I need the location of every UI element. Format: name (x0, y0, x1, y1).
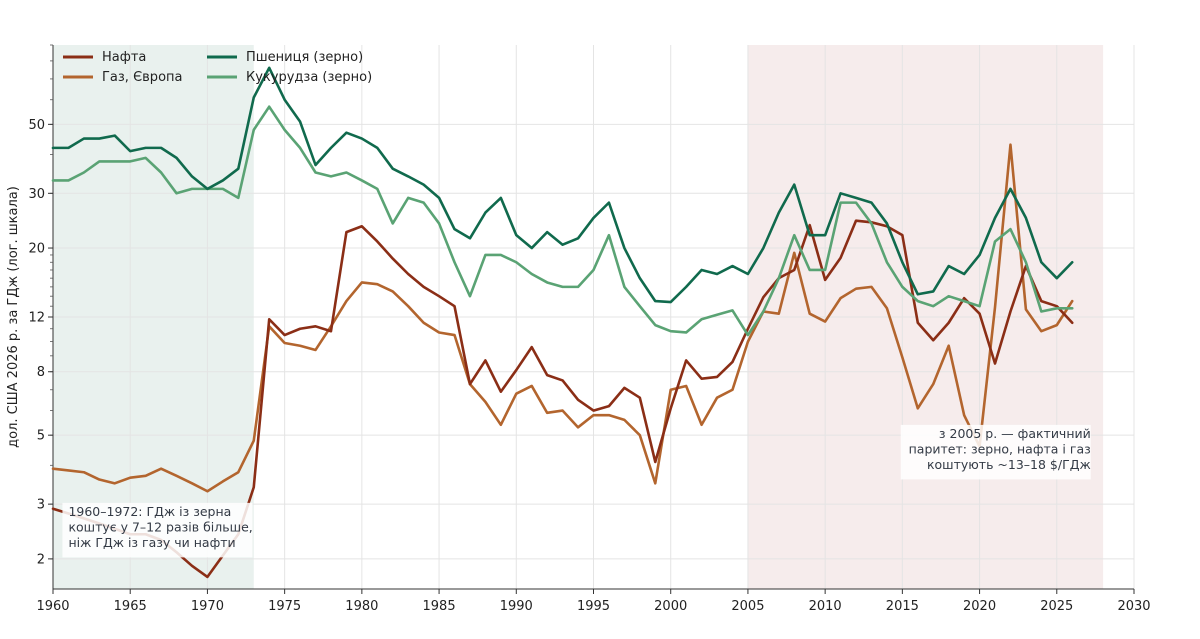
x-tick-label: 2000 (654, 599, 687, 614)
series-lines (51, 66, 1074, 579)
y-tick-label: 8 (37, 365, 45, 380)
annotation-box-late (900, 424, 1091, 480)
x-tick-label: 2015 (886, 599, 919, 614)
x-tick-label: 2020 (963, 599, 996, 614)
x-tick-label: 1990 (500, 599, 533, 614)
y-tick-label: 12 (28, 311, 45, 326)
legend-label: Кукурудза (зерно) (246, 70, 372, 85)
legend-label: Нафта (102, 50, 146, 65)
series-line-4 (51, 105, 1074, 337)
x-tick-label: 1970 (191, 599, 224, 614)
legend-label: Газ, Європа (102, 70, 182, 85)
annotation-line: ніж ГДж із газу чи нафти (68, 535, 235, 550)
y-tick-label: 50 (28, 118, 45, 133)
annotation-line: коштує у 7–12 разів більше, (68, 519, 252, 534)
x-tick-label: 1975 (268, 599, 301, 614)
y-tick-label: 5 (37, 429, 45, 444)
x-tick-label: 1960 (36, 599, 69, 614)
series-line-3 (51, 66, 1074, 304)
annotation-line: паритет: зерно, нафта і газ (909, 441, 1091, 456)
annotation-line: коштують ~13–18 $/ГДж (927, 457, 1091, 472)
x-tick-label: 2005 (731, 599, 764, 614)
annotation-line: з 2005 р. — фактичний (939, 426, 1091, 441)
axes: 1960 1965 1970 1975 1980 1985 1990 1995 2000 2005… (28, 44, 1151, 614)
y-tick-label: 20 (28, 242, 45, 257)
y-tick-label: 2 (37, 552, 45, 567)
y-tick-label: 3 (37, 498, 45, 513)
x-tick-label: 2030 (1117, 599, 1150, 614)
annotation-line: 1960–1972: ГДж із зерна (68, 504, 231, 519)
x-tick-label: 1995 (577, 599, 610, 614)
grid-lines (52, 45, 1135, 589)
x-tick-label: 1980 (345, 599, 378, 614)
x-tick-label: 2010 (809, 599, 842, 614)
x-tick-label: 1965 (114, 599, 147, 614)
y-tick-label: 30 (28, 187, 45, 202)
legend: Нафта Газ, Європа Пшениця (зерно) Кукурудза… (63, 50, 372, 85)
x-tick-label: 1985 (423, 599, 456, 614)
y-axis-title: дол. США 2026 р. за ГДж (лог. шкала) (6, 186, 21, 448)
x-tick-label: 2025 (1040, 599, 1073, 614)
annotation-box-early (62, 502, 253, 558)
legend-label: Пшениця (зерно) (246, 50, 363, 65)
series-line-2 (51, 143, 1074, 493)
